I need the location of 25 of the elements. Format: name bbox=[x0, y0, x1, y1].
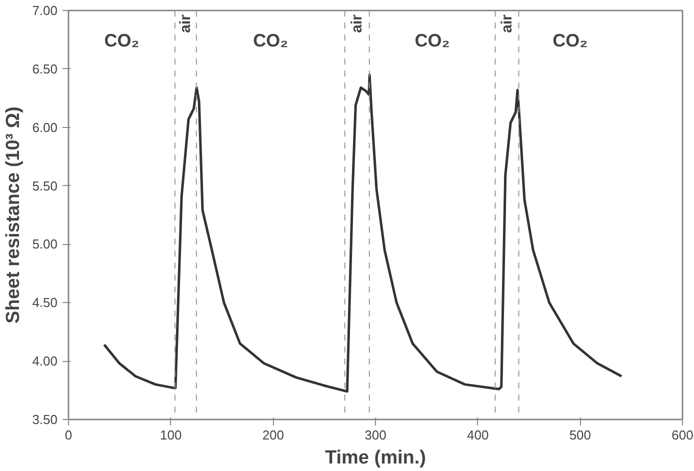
x-tick-label: 200 bbox=[262, 428, 284, 442]
x-tick-label: 100 bbox=[160, 428, 182, 442]
y-axis-title: Sheet resistance (10³ Ω) bbox=[3, 106, 24, 324]
x-tick-label: 0 bbox=[64, 428, 72, 442]
y-tick-label: 5.50 bbox=[32, 178, 58, 194]
annotation: CO₂ bbox=[552, 30, 588, 50]
y-tick-label: 7.00 bbox=[32, 3, 58, 18]
y-tick-label: 6.50 bbox=[32, 61, 58, 76]
y-tick-label: 4.00 bbox=[32, 354, 58, 369]
annotation: CO₂ bbox=[104, 30, 140, 50]
ref-line-label: air bbox=[177, 14, 194, 33]
y-tick-label: 6.00 bbox=[32, 120, 58, 135]
y-tick-label: 3.50 bbox=[32, 412, 58, 427]
line-series bbox=[102, 74, 623, 393]
y-tick-label: 5.00 bbox=[32, 236, 58, 252]
ref-line-label: air bbox=[348, 14, 366, 33]
y-tick-label: 4.50 bbox=[32, 295, 58, 310]
x-tick-label: 300 bbox=[364, 428, 386, 442]
annotation: CO₂ bbox=[414, 30, 450, 50]
x-tick-label: 600 bbox=[672, 428, 694, 442]
x-tick-label: 500 bbox=[569, 428, 592, 442]
x-tick-label: 400 bbox=[466, 428, 489, 442]
annotation: CO₂ bbox=[253, 30, 288, 50]
ref-line-label: air bbox=[498, 14, 516, 33]
x-axis-title: Time (min.) bbox=[325, 448, 426, 468]
